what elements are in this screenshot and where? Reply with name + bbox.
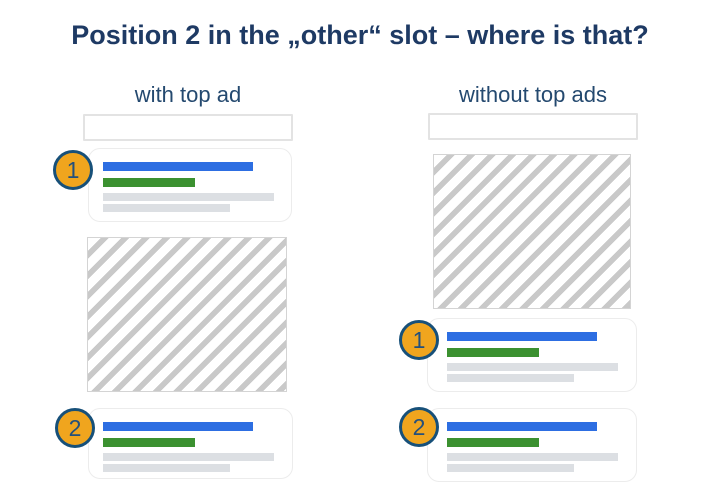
result-text-line <box>103 464 230 472</box>
search-result-card <box>427 318 637 392</box>
result-url-bar <box>447 438 539 447</box>
result-title-bar <box>447 422 597 431</box>
column-header-without-top-ads: without top ads <box>459 82 607 107</box>
result-text-line <box>103 193 274 201</box>
search-result-card <box>88 408 293 479</box>
search-box <box>83 114 293 141</box>
page-title: Position 2 in the „other“ slot – where i… <box>71 20 649 50</box>
position-badge: 2 <box>55 408 95 448</box>
position-badge: 2 <box>399 407 439 447</box>
position-number: 2 <box>68 414 82 441</box>
position-badge: 1 <box>399 320 439 360</box>
search-result-card <box>427 408 637 482</box>
result-text-line <box>447 464 574 472</box>
result-url-bar <box>103 178 195 187</box>
search-box <box>428 113 638 140</box>
ad-placeholder <box>433 154 631 309</box>
position-badge: 1 <box>53 150 93 190</box>
result-text-line <box>447 374 574 382</box>
column-header-with-top-ad: with top ad <box>134 82 242 107</box>
position-number: 2 <box>412 413 426 440</box>
position-number: 1 <box>412 326 426 353</box>
search-result-card <box>88 148 292 222</box>
result-text-line <box>103 453 274 461</box>
result-title-bar <box>103 162 253 171</box>
result-url-bar <box>103 438 195 447</box>
result-text-line <box>103 204 230 212</box>
result-url-bar <box>447 348 539 357</box>
result-title-bar <box>447 332 597 341</box>
ad-placeholder <box>87 237 287 392</box>
result-text-line <box>447 453 618 461</box>
result-title-bar <box>103 422 253 431</box>
position-number: 1 <box>66 156 80 183</box>
result-text-line <box>447 363 618 371</box>
